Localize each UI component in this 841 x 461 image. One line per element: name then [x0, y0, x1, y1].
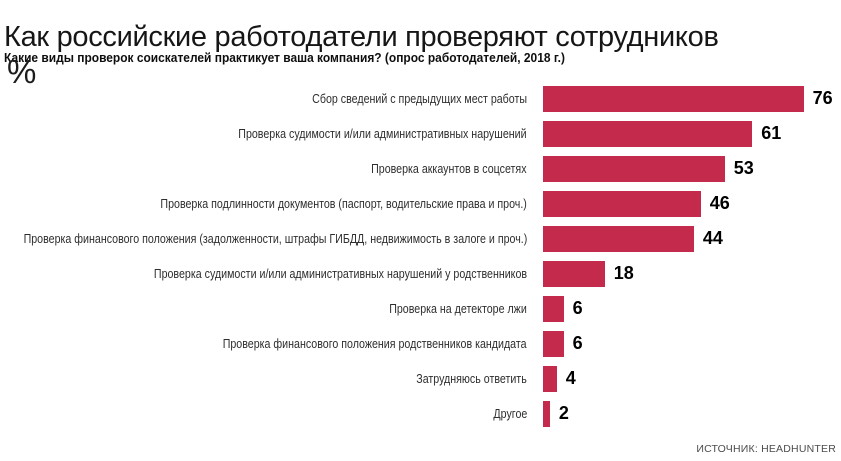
- bar-label: Проверка финансового положения (задолжен…: [23, 231, 527, 246]
- chart-row: Другое 2: [0, 396, 841, 431]
- bar-value: 53: [733, 158, 754, 178]
- bar-label-cell: Проверка на детекторе лжи: [0, 301, 527, 316]
- bar-label-cell: Проверка финансового положения (задолжен…: [0, 231, 527, 246]
- bar-label: Проверка судимости и/или административны…: [153, 266, 527, 281]
- bar-value: 4: [565, 368, 576, 388]
- bar-label: Проверка подлинности документов (паспорт…: [160, 196, 527, 211]
- bar: [543, 365, 557, 392]
- bar-value: 2: [558, 403, 569, 423]
- chart-row: Проверка подлинности документов (паспорт…: [0, 186, 841, 221]
- page-subtitle: Какие виды проверок соискателей практику…: [4, 49, 565, 65]
- bar: [543, 260, 605, 287]
- bar-value: 76: [812, 88, 833, 108]
- bar-value: 61: [761, 123, 782, 143]
- chart-row: Проверка на детекторе лжи 6: [0, 291, 841, 326]
- bar-label-cell: Проверка судимости и/или административны…: [0, 266, 527, 281]
- bar-chart: Сбор сведений с предыдущих мест работы 7…: [0, 81, 841, 431]
- bar: [543, 400, 550, 427]
- bar-label: Затрудняюсь ответить: [416, 371, 527, 386]
- bar-label-cell: Проверка судимости и/или административны…: [0, 126, 527, 141]
- bar-label: Проверка на детекторе лжи: [389, 301, 527, 316]
- page-title: Как российские работодатели проверяют со…: [4, 21, 719, 54]
- bar: [543, 190, 701, 217]
- bar: [543, 120, 753, 147]
- chart-row: Проверка судимости и/или административны…: [0, 116, 841, 151]
- chart-row: Затрудняюсь ответить 4: [0, 361, 841, 396]
- chart-row: Сбор сведений с предыдущих мест работы 7…: [0, 81, 841, 116]
- bar-label: Сбор сведений с предыдущих мест работы: [312, 91, 527, 106]
- bar-label: Проверка аккаунтов в соцсетях: [371, 161, 527, 176]
- bar-label: Проверка финансового положения родственн…: [223, 336, 527, 351]
- bar-label-cell: Сбор сведений с предыдущих мест работы: [0, 91, 527, 106]
- bar-value: 6: [572, 298, 583, 318]
- chart-row: Проверка финансового положения (задолжен…: [0, 221, 841, 256]
- bar: [543, 295, 564, 322]
- source-credit: ИСТОЧНИК: HEADHUNTER: [696, 443, 836, 455]
- bar-label-cell: Проверка аккаунтов в соцсетях: [0, 161, 527, 176]
- bar-label-cell: Затрудняюсь ответить: [0, 371, 527, 386]
- bar-value: 18: [613, 263, 634, 283]
- bar-value: 44: [702, 228, 723, 248]
- bar: [543, 225, 694, 252]
- chart-row: Проверка судимости и/или административны…: [0, 256, 841, 291]
- chart-row: Проверка аккаунтов в соцсетях 53: [0, 151, 841, 186]
- bar-value: 6: [572, 333, 583, 353]
- chart-row: Проверка финансового положения родственн…: [0, 326, 841, 361]
- bar-label-cell: Проверка подлинности документов (паспорт…: [0, 196, 527, 211]
- bar: [543, 85, 804, 112]
- bar-label: Проверка судимости и/или административны…: [238, 126, 527, 141]
- bar: [543, 330, 564, 357]
- bar-label-cell: Другое: [0, 406, 527, 421]
- percent-unit-label: %: [7, 53, 37, 90]
- bar-value: 46: [709, 193, 730, 213]
- bar-label: Другое: [493, 406, 527, 421]
- bar-label-cell: Проверка финансового положения родственн…: [0, 336, 527, 351]
- bar: [543, 155, 725, 182]
